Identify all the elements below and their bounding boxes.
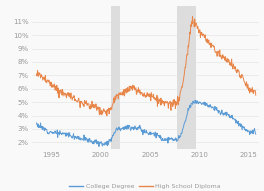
Legend: College Degree, High School Diploma: College Degree, High School Diploma: [67, 181, 224, 191]
Bar: [177, 6, 196, 149]
Bar: [111, 6, 120, 149]
